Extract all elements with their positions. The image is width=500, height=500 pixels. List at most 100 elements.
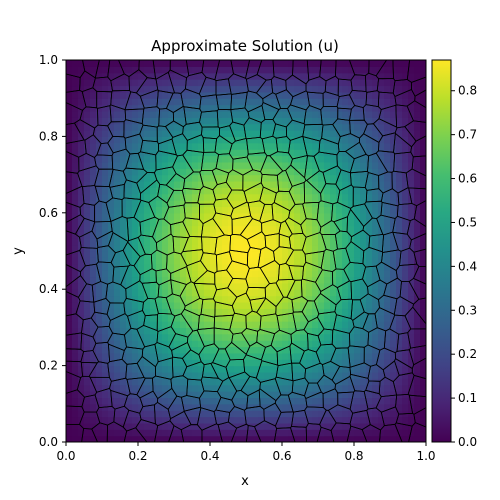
heat-cell: [300, 397, 307, 405]
heat-cell: [306, 225, 313, 233]
heat-cell: [162, 219, 169, 227]
heat-cell: [408, 289, 415, 297]
heat-cell: [270, 289, 277, 297]
heat-cell: [378, 327, 385, 335]
heat-cell: [168, 321, 175, 328]
heat-cell: [66, 142, 73, 150]
heat-cell: [198, 161, 205, 169]
heat-cell: [324, 410, 331, 418]
heat-cell: [372, 314, 379, 322]
heat-cell: [132, 384, 139, 392]
heat-cell: [324, 416, 331, 424]
heat-cell: [252, 346, 259, 354]
heat-cell: [360, 142, 367, 150]
heat-cell: [72, 117, 79, 125]
heat-cell: [390, 206, 397, 214]
heat-cell: [354, 142, 361, 150]
heat-cell: [192, 340, 199, 348]
heat-cell: [186, 340, 193, 348]
heat-cell: [420, 155, 426, 163]
heat-cell: [252, 104, 259, 112]
heat-cell: [240, 346, 247, 354]
x-axis: 0.0 0.2 0.4 0.6 0.8 1.0: [56, 442, 436, 463]
heat-cell: [78, 301, 85, 309]
heat-cell: [174, 378, 181, 386]
heat-cell: [126, 403, 133, 411]
heat-cell: [378, 263, 385, 271]
heat-cell: [96, 321, 103, 328]
heat-cell: [288, 378, 295, 386]
heat-cell: [168, 72, 175, 80]
heat-cell: [336, 340, 343, 348]
heat-cell: [132, 231, 139, 239]
heat-cell: [270, 276, 277, 284]
heat-cell: [204, 85, 211, 93]
heat-cell: [108, 416, 115, 424]
heat-cell: [288, 435, 295, 442]
heat-cell: [336, 352, 343, 360]
heat-cell: [168, 187, 175, 195]
heat-cell: [258, 79, 265, 87]
heat-cell: [288, 289, 295, 297]
heat-cell: [414, 365, 421, 373]
heat-cell: [138, 161, 145, 169]
heat-cell: [252, 257, 259, 265]
heat-cell: [210, 365, 217, 373]
heat-cell: [234, 371, 241, 379]
heat-cell: [168, 327, 175, 335]
heat-cell: [384, 289, 391, 297]
heat-cell: [330, 212, 337, 220]
heat-cell: [408, 422, 415, 430]
heat-cell: [420, 136, 426, 144]
heat-cell: [246, 289, 253, 297]
heat-cell: [288, 104, 295, 112]
heat-cell: [204, 359, 211, 367]
heat-cell: [180, 79, 187, 87]
heat-cell: [258, 238, 265, 246]
heat-cell: [270, 403, 277, 411]
heat-cell: [174, 66, 181, 74]
heat-cell: [414, 251, 421, 258]
heat-cell: [372, 435, 379, 442]
heat-cell: [132, 270, 139, 278]
heat-cell: [114, 206, 121, 214]
heat-cell: [402, 403, 409, 411]
heat-cell: [156, 136, 163, 144]
heat-cell: [330, 276, 337, 284]
heat-cell: [198, 200, 205, 208]
heat-cell: [240, 219, 247, 227]
heat-cell: [276, 212, 283, 220]
heat-cell: [336, 130, 343, 137]
heat-cell: [408, 98, 415, 106]
heat-cell: [186, 359, 193, 367]
heat-cell: [132, 130, 139, 137]
heat-cell: [396, 155, 403, 163]
heat-cell: [174, 321, 181, 328]
heat-cell: [342, 371, 349, 379]
heat-cell: [402, 193, 409, 201]
heat-cell: [270, 72, 277, 80]
heat-cell: [408, 72, 415, 80]
heat-cell: [192, 257, 199, 265]
heat-cell: [210, 397, 217, 405]
heat-cell: [168, 110, 175, 118]
heat-cell: [270, 263, 277, 271]
heat-cell: [222, 270, 229, 278]
heat-cell: [150, 378, 157, 386]
heat-cell: [198, 371, 205, 379]
heat-cell: [366, 206, 373, 214]
heat-cell: [84, 435, 91, 442]
heat-cell: [126, 200, 133, 208]
heat-cell: [396, 219, 403, 227]
heat-cell: [204, 212, 211, 220]
heat-cell: [216, 308, 223, 316]
heat-cell: [90, 403, 97, 411]
heat-cell: [384, 365, 391, 373]
heat-cell: [264, 346, 271, 354]
heat-cell: [228, 85, 235, 93]
heat-cell: [210, 251, 217, 258]
heat-cell: [324, 149, 331, 157]
heat-cell: [396, 142, 403, 150]
heat-cell: [132, 282, 139, 290]
heat-cell: [72, 314, 79, 322]
